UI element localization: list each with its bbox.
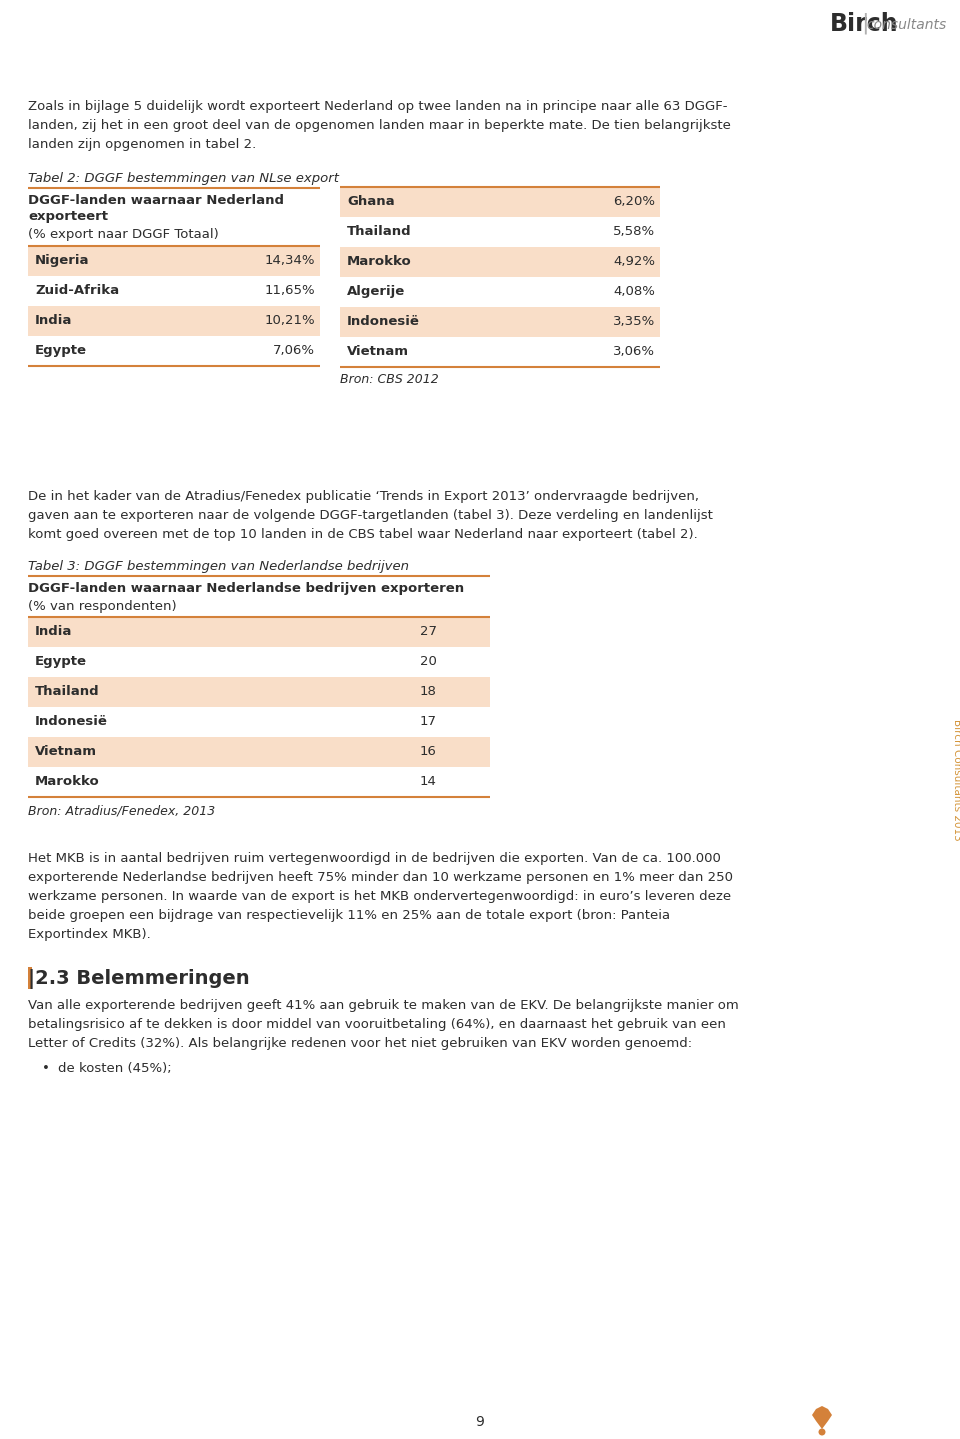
Text: Birch Consultants 2013: Birch Consultants 2013 — [952, 720, 960, 840]
Bar — [28, 737, 490, 767]
Bar — [340, 187, 660, 217]
Circle shape — [819, 1429, 826, 1436]
Bar — [28, 307, 320, 335]
Bar — [28, 676, 490, 707]
Text: Nigeria: Nigeria — [35, 255, 89, 268]
Text: exporterende Nederlandse bedrijven heeft 75% minder dan 10 werkzame personen en : exporterende Nederlandse bedrijven heeft… — [28, 871, 733, 884]
Text: Birch: Birch — [830, 12, 899, 36]
Text: 14: 14 — [420, 776, 437, 789]
Text: 27: 27 — [420, 625, 437, 637]
Text: 9: 9 — [475, 1415, 485, 1429]
Text: komt goed overeen met de top 10 landen in de CBS tabel waar Nederland naar expor: komt goed overeen met de top 10 landen i… — [28, 528, 698, 541]
Text: |: | — [861, 12, 869, 33]
Text: Thailand: Thailand — [347, 224, 412, 237]
Text: (% export naar DGGF Totaal): (% export naar DGGF Totaal) — [28, 227, 219, 240]
Text: werkzame personen. In waarde van de export is het MKB ondervertegenwoordigd: in : werkzame personen. In waarde van de expo… — [28, 889, 732, 904]
Text: de kosten (45%);: de kosten (45%); — [58, 1062, 172, 1075]
Text: Tabel 2: DGGF bestemmingen van NLse export: Tabel 2: DGGF bestemmingen van NLse expo… — [28, 173, 339, 186]
Text: Egypte: Egypte — [35, 655, 87, 668]
Text: gaven aan te exporteren naar de volgende DGGF-targetlanden (tabel 3). Deze verde: gaven aan te exporteren naar de volgende… — [28, 509, 713, 522]
Bar — [340, 307, 660, 337]
Text: •: • — [42, 1062, 50, 1075]
Text: Het MKB is in aantal bedrijven ruim vertegenwoordigd in de bedrijven die exporte: Het MKB is in aantal bedrijven ruim vert… — [28, 852, 721, 865]
Text: Vietnam: Vietnam — [347, 345, 409, 358]
Text: Bron: CBS 2012: Bron: CBS 2012 — [340, 373, 439, 386]
Text: Thailand: Thailand — [35, 685, 100, 698]
Text: consultants: consultants — [866, 19, 947, 32]
Text: 18: 18 — [420, 685, 437, 698]
Polygon shape — [812, 1406, 832, 1429]
Text: Egypte: Egypte — [35, 344, 87, 357]
Text: 20: 20 — [420, 655, 437, 668]
Text: Zuid-Afrika: Zuid-Afrika — [35, 283, 119, 296]
Text: Marokko: Marokko — [35, 776, 100, 789]
Text: betalingsrisico af te dekken is door middel van vooruitbetaling (64%), en daarna: betalingsrisico af te dekken is door mid… — [28, 1017, 726, 1030]
Text: Algerije: Algerije — [347, 285, 405, 298]
Bar — [28, 967, 32, 989]
Text: Indonesië: Indonesië — [35, 715, 108, 728]
Text: landen zijn opgenomen in tabel 2.: landen zijn opgenomen in tabel 2. — [28, 138, 256, 151]
Text: Tabel 3: DGGF bestemmingen van Nederlandse bedrijven: Tabel 3: DGGF bestemmingen van Nederland… — [28, 560, 409, 573]
Text: (% van respondenten): (% van respondenten) — [28, 600, 177, 613]
Bar — [28, 246, 320, 276]
Text: India: India — [35, 314, 72, 327]
Text: Zoals in bijlage 5 duidelijk wordt exporteert Nederland op twee landen na in pri: Zoals in bijlage 5 duidelijk wordt expor… — [28, 99, 728, 114]
Text: 4,92%: 4,92% — [613, 255, 655, 268]
Text: 3,35%: 3,35% — [612, 315, 655, 328]
Text: 11,65%: 11,65% — [264, 283, 315, 296]
Text: Ghana: Ghana — [347, 196, 395, 209]
Text: 5,58%: 5,58% — [612, 224, 655, 237]
Text: DGGF-landen waarnaar Nederland: DGGF-landen waarnaar Nederland — [28, 194, 284, 207]
Text: Vietnam: Vietnam — [35, 745, 97, 758]
Text: 6,20%: 6,20% — [613, 196, 655, 209]
Text: 14,34%: 14,34% — [265, 255, 315, 268]
Text: Letter of Credits (32%). Als belangrijke redenen voor het niet gebruiken van EKV: Letter of Credits (32%). Als belangrijke… — [28, 1038, 692, 1050]
Text: 16: 16 — [420, 745, 437, 758]
Text: |2.3 Belemmeringen: |2.3 Belemmeringen — [28, 968, 250, 989]
Bar — [340, 248, 660, 276]
Text: beide groepen een bijdrage van respectievelijk 11% en 25% aan de totale export (: beide groepen een bijdrage van respectie… — [28, 909, 670, 922]
Text: 7,06%: 7,06% — [273, 344, 315, 357]
Text: landen, zij het in een groot deel van de opgenomen landen maar in beperkte mate.: landen, zij het in een groot deel van de… — [28, 119, 731, 132]
Text: DGGF-landen waarnaar Nederlandse bedrijven exporteren: DGGF-landen waarnaar Nederlandse bedrijv… — [28, 581, 464, 594]
Text: De in het kader van de Atradius/Fenedex publicatie ‘Trends in Export 2013’ onder: De in het kader van de Atradius/Fenedex … — [28, 491, 699, 504]
Text: Exportindex MKB).: Exportindex MKB). — [28, 928, 151, 941]
Text: Marokko: Marokko — [347, 255, 412, 268]
Text: 3,06%: 3,06% — [613, 345, 655, 358]
Text: Van alle exporterende bedrijven geeft 41% aan gebruik te maken van de EKV. De be: Van alle exporterende bedrijven geeft 41… — [28, 999, 739, 1012]
Text: 10,21%: 10,21% — [264, 314, 315, 327]
Text: exporteert: exporteert — [28, 210, 108, 223]
Text: India: India — [35, 625, 72, 637]
Text: Bron: Atradius/Fenedex, 2013: Bron: Atradius/Fenedex, 2013 — [28, 804, 215, 817]
Text: Indonesië: Indonesië — [347, 315, 420, 328]
Bar — [28, 617, 490, 648]
Text: 4,08%: 4,08% — [613, 285, 655, 298]
Text: 17: 17 — [420, 715, 437, 728]
